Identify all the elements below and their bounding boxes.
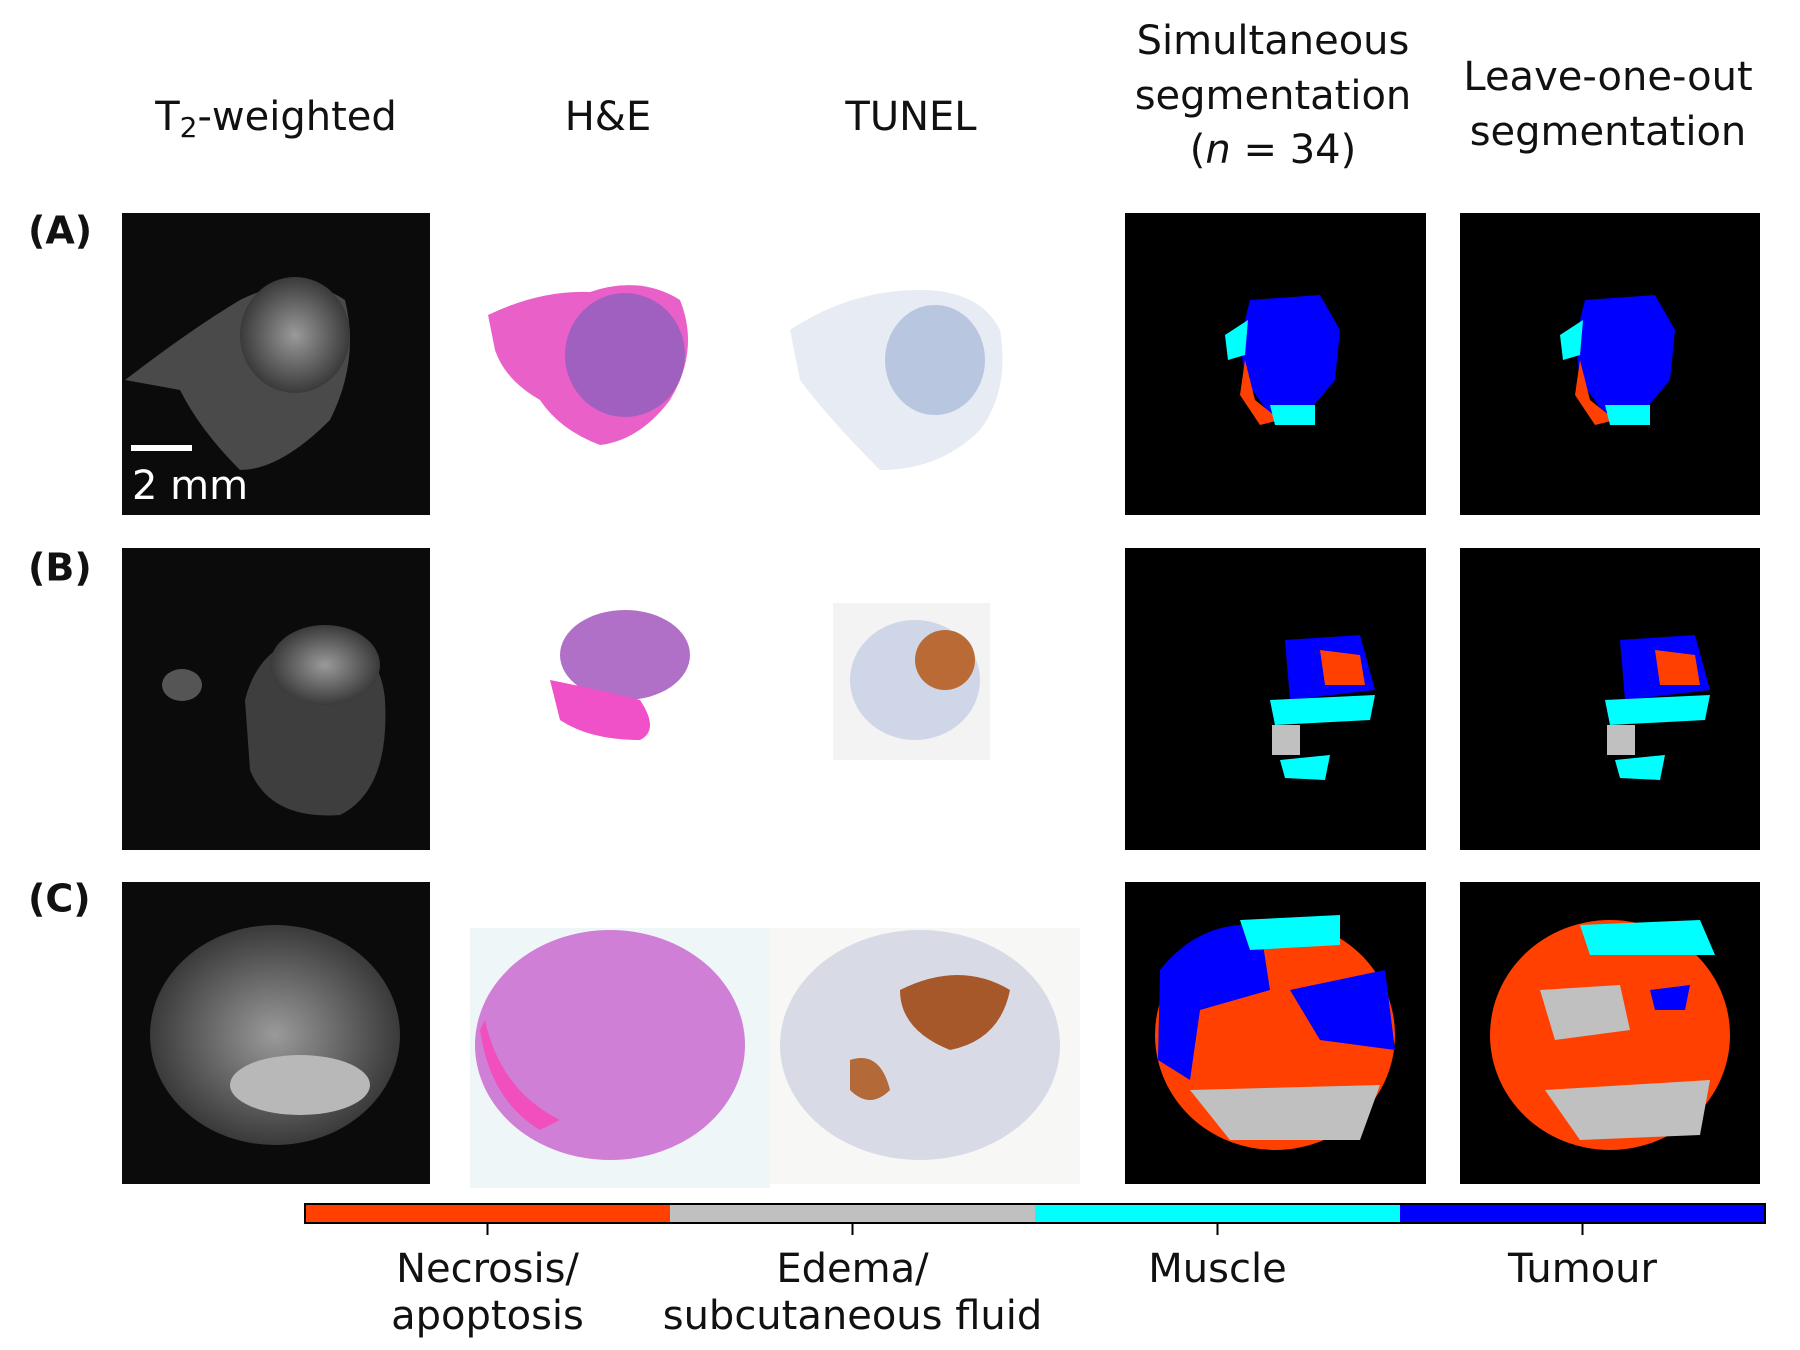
column-header: H&E xyxy=(565,94,652,140)
segment-edema xyxy=(1190,1085,1380,1140)
segment-edema xyxy=(1540,985,1630,1040)
colorbar-label: Necrosis/ xyxy=(396,1246,579,1292)
he-tissue xyxy=(475,930,745,1160)
segment-necrosis xyxy=(1320,650,1365,685)
segment-tumour xyxy=(1650,985,1690,1010)
row-label: (C) xyxy=(28,877,91,921)
colorbar-label: Muscle xyxy=(1148,1246,1286,1292)
colorbar: Necrosis/apoptosis Edema/subcutaneous flu… xyxy=(304,1203,1766,1339)
header-text: n xyxy=(1205,127,1230,173)
segment-muscle xyxy=(1225,320,1248,360)
segment-muscle xyxy=(1280,755,1330,780)
column-header: TUNEL xyxy=(844,94,977,140)
header-text: T xyxy=(154,94,180,140)
segment-edema xyxy=(1545,1080,1710,1140)
colorbar-label: apoptosis xyxy=(391,1293,584,1339)
segment-muscle xyxy=(1580,920,1715,955)
segment-muscle xyxy=(1270,695,1375,725)
column-header: segmentation xyxy=(1470,109,1747,155)
colorbar-label: Tumour xyxy=(1507,1246,1658,1292)
tunel-tumour xyxy=(885,305,985,415)
he-tissue xyxy=(550,680,650,740)
tunel-stain xyxy=(900,975,1010,1050)
tunel-stain xyxy=(915,630,975,690)
segmentation-image xyxy=(1125,548,1426,850)
mri-tumour xyxy=(240,277,350,393)
segment-tumour xyxy=(1158,924,1270,1080)
segment-muscle xyxy=(1270,405,1315,425)
mri-tissue xyxy=(162,669,202,701)
column-header: (n = 34) xyxy=(1190,127,1356,173)
segmentation-image xyxy=(1460,548,1760,850)
row-label: (B) xyxy=(28,546,92,590)
column-header: T2-weighted xyxy=(154,94,397,144)
segment-muscle xyxy=(1240,915,1340,950)
colorbar-segment xyxy=(1400,1204,1765,1223)
colorbar-label: subcutaneous fluid xyxy=(663,1293,1043,1339)
row-label: (A) xyxy=(28,209,92,253)
segment-edema xyxy=(1607,725,1635,755)
column-header: segmentation xyxy=(1135,73,1412,119)
segment-muscle xyxy=(1560,320,1583,360)
header-subscript: 2 xyxy=(180,111,198,144)
column-header: Simultaneous xyxy=(1137,18,1410,64)
segment-tumour xyxy=(1290,970,1395,1050)
segment-muscle xyxy=(1615,755,1665,780)
header-text: ( xyxy=(1190,127,1206,173)
colorbar-segment xyxy=(305,1204,670,1223)
tunel-tissue xyxy=(780,930,1060,1160)
mri-tumour xyxy=(270,625,380,705)
colorbar-segment xyxy=(670,1204,1035,1223)
tunel-stain xyxy=(850,1058,890,1100)
he-tumour xyxy=(560,610,690,700)
colorbar-segment xyxy=(1035,1204,1400,1223)
segment-muscle xyxy=(1605,695,1710,725)
segment-edema xyxy=(1272,725,1300,755)
segment-muscle xyxy=(1605,405,1650,425)
segment-tumour xyxy=(1575,295,1675,415)
segment-necrosis xyxy=(1655,650,1700,685)
scale-bar-label: 2 mm xyxy=(132,463,248,509)
segment-necrosis xyxy=(1240,360,1280,425)
segment-necrosis xyxy=(1575,360,1615,425)
colorbar-frame xyxy=(304,1203,1766,1224)
header-text: -weighted xyxy=(197,94,396,140)
segment-tumour xyxy=(1240,295,1340,415)
header-text: = 34) xyxy=(1231,127,1356,173)
mri-fluid xyxy=(230,1055,370,1115)
column-header: Leave-one-out xyxy=(1463,54,1752,100)
colorbar-label: Edema/ xyxy=(776,1246,929,1292)
he-stain xyxy=(480,1020,560,1130)
he-tumour xyxy=(565,293,685,417)
